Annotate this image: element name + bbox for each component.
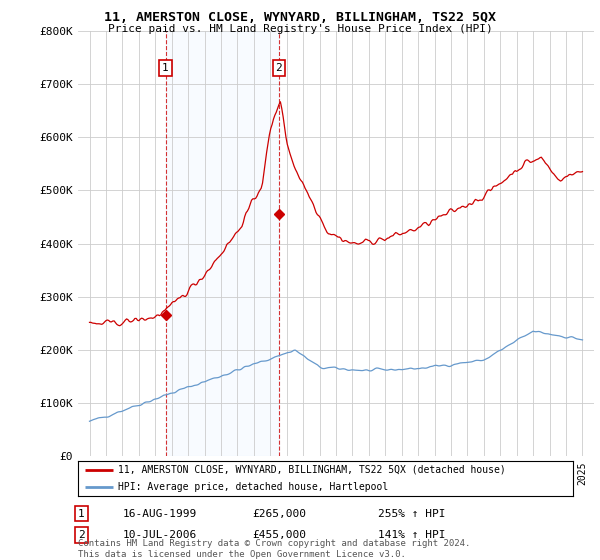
- Bar: [166, 31, 279, 456]
- Text: 11, AMERSTON CLOSE, WYNYARD, BILLINGHAM, TS22 5QX: 11, AMERSTON CLOSE, WYNYARD, BILLINGHAM,…: [104, 11, 496, 24]
- Text: 1: 1: [78, 508, 85, 519]
- Text: 2: 2: [275, 63, 282, 73]
- Text: 1: 1: [162, 63, 169, 73]
- Text: 10-JUL-2006: 10-JUL-2006: [123, 530, 197, 540]
- Text: 16-AUG-1999: 16-AUG-1999: [123, 508, 197, 519]
- Text: 141% ↑ HPI: 141% ↑ HPI: [378, 530, 445, 540]
- Text: £455,000: £455,000: [252, 530, 306, 540]
- Text: HPI: Average price, detached house, Hartlepool: HPI: Average price, detached house, Hart…: [118, 482, 388, 492]
- Text: 2: 2: [78, 530, 85, 540]
- Text: Contains HM Land Registry data © Crown copyright and database right 2024.
This d: Contains HM Land Registry data © Crown c…: [78, 539, 470, 559]
- Text: 255% ↑ HPI: 255% ↑ HPI: [378, 508, 445, 519]
- Text: 11, AMERSTON CLOSE, WYNYARD, BILLINGHAM, TS22 5QX (detached house): 11, AMERSTON CLOSE, WYNYARD, BILLINGHAM,…: [118, 465, 505, 474]
- Text: £265,000: £265,000: [252, 508, 306, 519]
- Text: Price paid vs. HM Land Registry's House Price Index (HPI): Price paid vs. HM Land Registry's House …: [107, 24, 493, 34]
